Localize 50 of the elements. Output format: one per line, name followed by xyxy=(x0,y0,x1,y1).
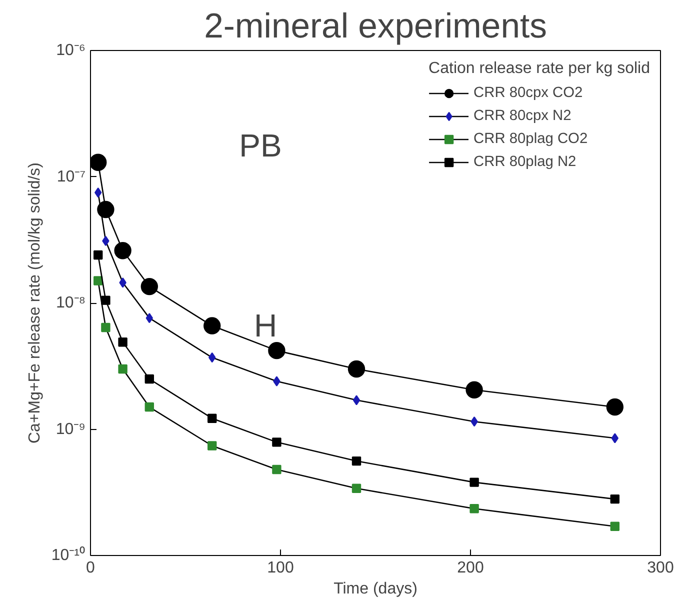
x-tick-label: 300 xyxy=(647,560,674,576)
point xyxy=(118,364,128,374)
point xyxy=(610,522,620,532)
point xyxy=(610,494,620,504)
y-tick-label: 10⁻⁶ xyxy=(56,42,86,59)
point xyxy=(118,338,128,347)
legend-label: CRR 80plag CO2 xyxy=(474,131,588,147)
point xyxy=(94,250,103,260)
point xyxy=(208,414,217,423)
x-axis-title: Time (days) xyxy=(334,580,418,598)
point xyxy=(352,484,362,493)
y-tick-label: 10⁻⁷ xyxy=(56,168,86,186)
legend-label: CRR 80cpx CO2 xyxy=(474,85,583,101)
chart-title: 2-mineral experiments xyxy=(204,8,547,46)
point xyxy=(90,154,107,171)
point xyxy=(101,322,110,332)
point xyxy=(140,278,158,296)
point xyxy=(114,242,132,260)
point xyxy=(208,441,217,450)
point xyxy=(204,317,221,334)
point xyxy=(352,395,360,406)
x-tick-label: 0 xyxy=(86,560,96,576)
point xyxy=(144,374,154,384)
point xyxy=(268,342,286,360)
legend-label: CRR 80plag N2 xyxy=(474,154,576,170)
point xyxy=(348,360,366,378)
y-axis-title: Ca+Mg+Fe release rate (mol/kg solid/s) xyxy=(26,162,44,444)
point xyxy=(144,402,154,412)
legend-title: Cation release rate per kg solid xyxy=(428,60,650,78)
annotation: H xyxy=(254,308,278,344)
point xyxy=(466,381,483,398)
x-tick-label: 100 xyxy=(267,560,294,576)
annotation: PB xyxy=(239,128,282,164)
point xyxy=(272,438,282,447)
point xyxy=(352,456,362,466)
point xyxy=(611,433,618,444)
point xyxy=(97,200,114,218)
y-tick-label: 10⁻⁸ xyxy=(56,294,86,312)
y-tick-label: 10⁻⁹ xyxy=(56,420,86,438)
point xyxy=(101,296,110,305)
x-tick-label: 200 xyxy=(457,560,484,576)
point xyxy=(273,376,280,386)
legend-label: CRR 80cpx N2 xyxy=(474,108,572,124)
point xyxy=(470,504,479,514)
point xyxy=(606,398,624,416)
point xyxy=(94,276,103,286)
point xyxy=(272,464,282,474)
point xyxy=(470,478,479,487)
point xyxy=(119,278,126,288)
y-tick-label: 10⁻¹⁰ xyxy=(51,546,86,564)
